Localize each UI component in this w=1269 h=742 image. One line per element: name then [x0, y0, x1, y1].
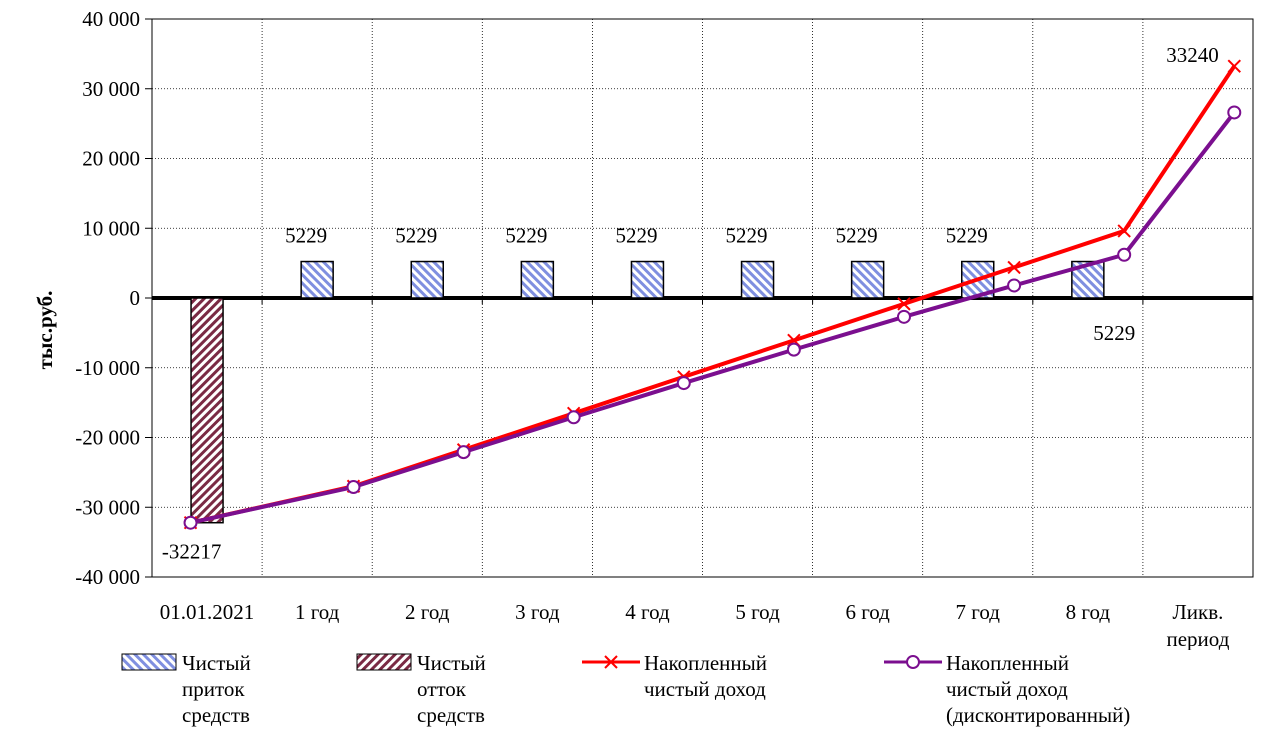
x-tick-label: 1 год	[295, 600, 340, 624]
marker-discounted	[786, 342, 801, 357]
data-label: 5229	[615, 224, 657, 248]
x-tick-label: 6 год	[845, 600, 890, 624]
bar-inflow	[520, 260, 555, 299]
legend-label-cumulative: Накопленный чистый доход	[644, 651, 767, 701]
lines	[183, 59, 1242, 530]
legend-label-inflow: Чистый приток средств	[182, 651, 251, 727]
y-tick-label: -10 000	[75, 356, 140, 380]
bar-inflow	[630, 260, 665, 299]
marker-cumulative	[1117, 224, 1131, 238]
y-tick-label: 40 000	[82, 7, 140, 31]
marker-discounted	[676, 376, 691, 391]
x-tick-label: 3 год	[515, 600, 560, 624]
marker-discounted	[566, 410, 581, 425]
data-label: 33240	[1166, 43, 1219, 67]
y-tick-label: -40 000	[75, 565, 140, 589]
marker-cumulative	[897, 297, 911, 311]
legend-symbol-cumulative	[582, 650, 640, 674]
marker-discounted	[346, 480, 361, 495]
data-label: 5229	[505, 224, 547, 248]
legend-item-inflow: Чистый приток средств	[120, 650, 251, 728]
bars	[190, 260, 1105, 524]
marker-discounted	[1227, 105, 1242, 120]
x-tick-label: 01.01.2021	[160, 600, 255, 624]
x-tick-label: 7 год	[956, 600, 1001, 624]
x-tick-label: 5 год	[735, 600, 780, 624]
legend-symbol-discounted	[884, 650, 942, 674]
marker-cumulative	[1227, 59, 1241, 73]
y-tick-label: 20 000	[82, 147, 140, 171]
data-label: 5229	[946, 224, 988, 248]
y-tick-label: -20 000	[75, 426, 140, 450]
x-tick-label: 4 год	[625, 600, 670, 624]
marker-discounted	[456, 445, 471, 460]
data-label: 5229	[285, 224, 327, 248]
marker-discounted	[183, 515, 198, 530]
x-tick-label: Ликв. период	[1167, 600, 1230, 650]
y-axis-label: тыс.руб.	[33, 291, 57, 370]
data-labels: -32217 5229 5229 5229 5229 5229 5229 5229 5229 33…	[162, 43, 1219, 564]
y-tick-label: 30 000	[82, 77, 140, 101]
legend: Чистый приток средств Чистый отток средс…	[0, 650, 1269, 742]
legend-item-cumulative: Накопленный чистый доход	[582, 650, 767, 702]
marker-discounted	[1007, 278, 1022, 293]
data-label: 5229	[395, 224, 437, 248]
line-discounted	[190, 111, 1236, 525]
legend-symbol-inflow	[120, 650, 178, 674]
legend-item-discounted: Накопленный чистый доход (дисконтированн…	[884, 650, 1130, 728]
bar-inflow	[740, 260, 775, 299]
data-label: 5229	[1093, 321, 1135, 345]
y-tick-label: 10 000	[82, 216, 140, 240]
data-label: 5229	[726, 224, 768, 248]
legend-label-outflow: Чистый отток средств	[417, 651, 486, 727]
legend-label-discounted: Накопленный чистый доход (дисконтированн…	[946, 651, 1131, 727]
data-label: 5229	[836, 224, 878, 248]
legend-symbol-outflow	[355, 650, 413, 674]
x-tick-label: 8 год	[1066, 600, 1111, 624]
bar-inflow	[410, 260, 444, 299]
marker-cumulative	[1007, 260, 1021, 275]
y-tick-label: -30 000	[75, 495, 140, 519]
bar-inflow	[850, 260, 885, 299]
bar-inflow	[300, 260, 334, 299]
marker-discounted	[1117, 247, 1132, 262]
legend-item-outflow: Чистый отток средств	[355, 650, 486, 728]
marker-discounted	[896, 309, 911, 324]
bar-outflow	[190, 297, 224, 524]
y-tick-label: 0	[130, 286, 141, 310]
x-tick-label: 2 год	[405, 600, 450, 624]
data-label: -32217	[162, 540, 222, 564]
